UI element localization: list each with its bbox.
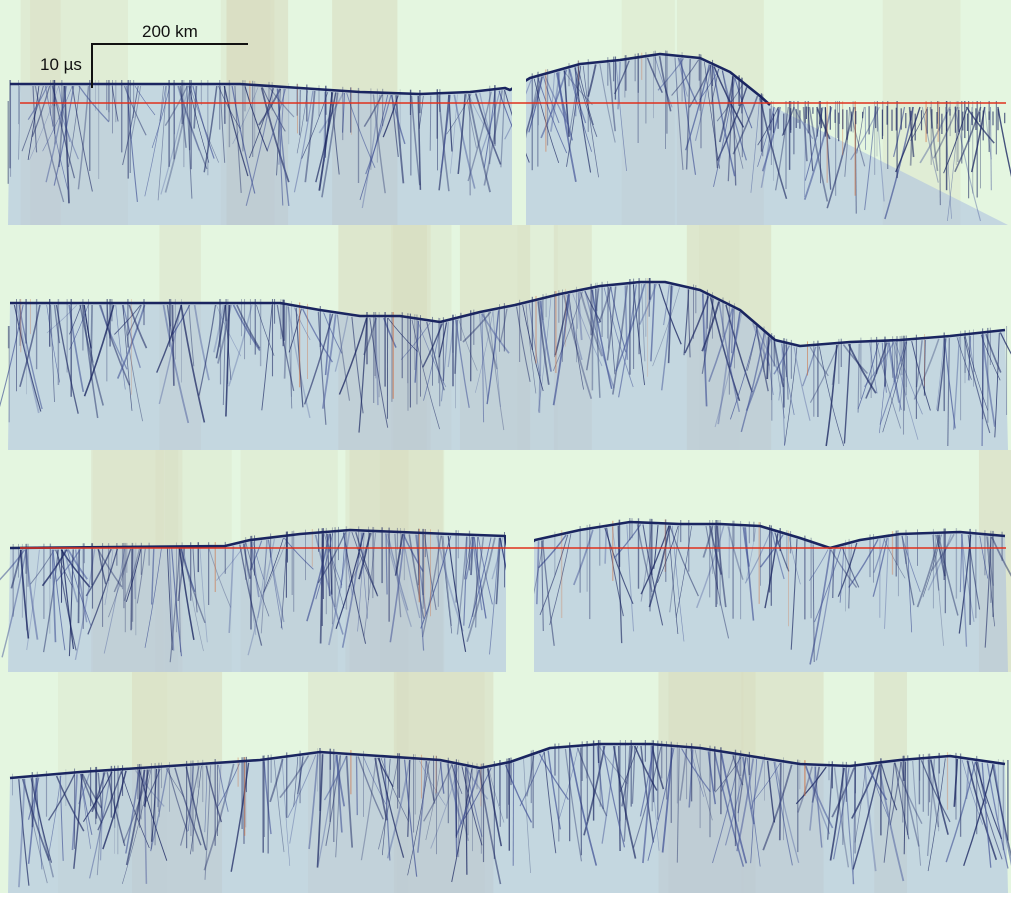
data-gap: [512, 0, 526, 225]
echo-streak: [79, 549, 80, 623]
echo-streak: [357, 756, 358, 815]
radargram-panel-4: [0, 672, 1011, 893]
radargram-panel-3: [0, 450, 1011, 672]
data-gap: [506, 450, 534, 672]
echo-streak: [430, 96, 431, 151]
scale-bar-vertical-label: 10 µs: [40, 55, 82, 75]
radargram-panel-2: [0, 225, 1011, 450]
echo-streak: [324, 92, 325, 162]
scale-bar-horizontal-label: 200 km: [142, 22, 198, 42]
echo-streak: [470, 94, 471, 195]
